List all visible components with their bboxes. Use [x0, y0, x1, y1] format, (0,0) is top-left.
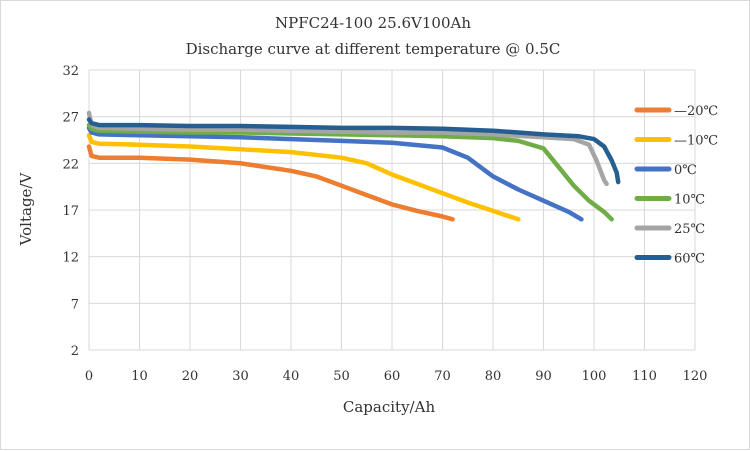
series-line: [86, 144, 455, 222]
legend-label: 60℃: [674, 252, 705, 267]
x-tick-label: 40: [283, 369, 300, 384]
y-axis-label: Voltage/V: [17, 172, 35, 247]
legend-label: —10℃: [674, 134, 718, 149]
series-lines: [86, 110, 621, 222]
y-tick-label: 32: [62, 64, 79, 79]
y-tick-label: 2: [71, 344, 79, 359]
x-tick-label: 30: [232, 369, 249, 384]
legend-label: 10℃: [674, 193, 705, 208]
y-tick-label: 27: [62, 111, 79, 126]
x-tick-label: 10: [131, 369, 148, 384]
legend-label: 0℃: [674, 163, 697, 178]
x-tick-label: 110: [632, 369, 657, 384]
y-tick-label: 12: [62, 251, 79, 266]
x-tick-label: 20: [182, 369, 199, 384]
legend: —20℃ —10℃ 0℃ 10℃ 25℃ 60℃: [634, 104, 718, 267]
chart-title: NPFC24-100 25.6V100Ah: [275, 14, 471, 32]
series-line: [86, 122, 614, 222]
y-tick-label: 22: [62, 157, 79, 172]
x-tick-label: 50: [333, 369, 350, 384]
x-tick-label: 80: [485, 369, 502, 384]
x-tick-label: 0: [85, 369, 93, 384]
y-tick-label: 17: [62, 204, 79, 219]
series-line: [86, 133, 521, 222]
y-tick-label: 7: [71, 297, 79, 312]
grid-lines: [88, 69, 696, 351]
legend-label: —20℃: [674, 104, 718, 119]
x-tick-label: 90: [535, 369, 552, 384]
x-tick-label: 100: [582, 369, 607, 384]
legend-label: 25℃: [674, 222, 705, 237]
x-axis-label: Capacity/Ah: [343, 398, 436, 416]
x-tick-label: 60: [384, 369, 401, 384]
x-tick-label: 70: [434, 369, 451, 384]
series-line: [86, 125, 584, 222]
chart-subtitle: Discharge curve at different temperature…: [186, 40, 561, 58]
series-line: [86, 110, 609, 187]
x-tick-label: 120: [683, 369, 708, 384]
series-line: [86, 117, 621, 185]
